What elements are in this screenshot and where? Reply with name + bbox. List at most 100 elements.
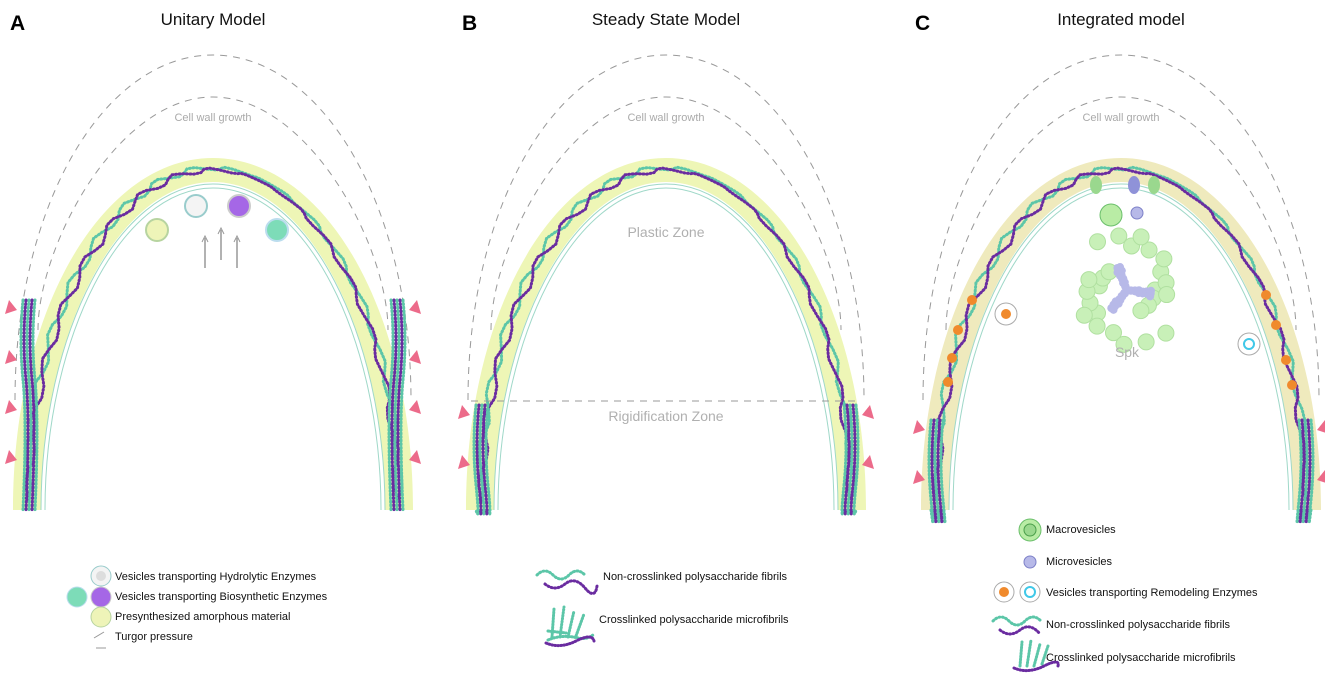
- crosslinked: [396, 298, 404, 512]
- crosslinked: [840, 403, 848, 516]
- panel-letter: B: [462, 12, 477, 35]
- remodeling-enzyme: [953, 325, 963, 335]
- crosslinked: [31, 298, 39, 512]
- crosslinked: [1298, 418, 1306, 525]
- membrane: [948, 183, 1294, 511]
- zone-label: Plastic Zone: [627, 224, 704, 240]
- dashed-arc: [37, 96, 389, 331]
- cell-tip: [5, 54, 421, 512]
- legend-icon: [1012, 660, 1060, 673]
- legend-icon: [93, 631, 106, 649]
- crosslinked: [1301, 418, 1309, 525]
- panel-c-extras: [943, 176, 1297, 390]
- protein: [409, 300, 421, 314]
- protein: [409, 450, 421, 464]
- legend-icon: [544, 635, 596, 648]
- crosslinked: [846, 403, 854, 516]
- protein: [862, 405, 874, 419]
- panel-letter: A: [10, 12, 25, 35]
- macrovesicle: [1104, 324, 1122, 342]
- legend-icon: [66, 586, 88, 608]
- growth-label: Cell wall growth: [627, 112, 704, 124]
- crosslinked: [478, 403, 486, 516]
- dashed-arc: [467, 54, 865, 401]
- remodeling-enzyme: [947, 353, 957, 363]
- fibril: [477, 165, 857, 502]
- crosslinked: [390, 298, 398, 512]
- crosslinked: [472, 403, 480, 516]
- remodeling-vesicle: [1243, 338, 1255, 350]
- fibril: [23, 166, 401, 503]
- macrovesicle: [1099, 203, 1123, 227]
- crosslinked: [927, 418, 935, 525]
- panel-title: Unitary Model: [161, 10, 266, 29]
- cell-tip: [458, 54, 874, 516]
- crosslinked: [939, 418, 947, 525]
- fibril: [476, 166, 854, 503]
- fibril: [24, 165, 404, 502]
- vesicle: [227, 194, 251, 218]
- legend-text: Crosslinked polysaccharide microfibrils: [1046, 652, 1236, 664]
- legend-text: Non-crosslinked polysaccharide fibrils: [603, 571, 788, 583]
- crosslinked: [933, 418, 941, 525]
- legend-icon: [535, 569, 587, 581]
- panel-title: Integrated model: [1057, 10, 1185, 29]
- legend-icon: [543, 579, 599, 595]
- legend-a: Vesicles transporting Hydrolytic Enzymes…: [66, 565, 328, 649]
- crosslinked: [481, 403, 489, 516]
- microvesicle: [1146, 292, 1155, 301]
- zone-label: Spk: [1115, 344, 1140, 360]
- microvesicle: [1123, 286, 1131, 294]
- legend-text: Crosslinked polysaccharide microfibrils: [599, 614, 789, 626]
- dashed-arc: [14, 54, 412, 401]
- legend-text: Non-crosslinked polysaccharide fibrils: [1046, 619, 1231, 631]
- crosslinked: [387, 298, 395, 512]
- macrovesicle: [1080, 271, 1098, 289]
- microvesicle: [1117, 266, 1126, 275]
- turgor-arrow: [233, 234, 241, 243]
- protein: [5, 350, 17, 364]
- crosslinked: [843, 403, 851, 516]
- turgor-arrow: [201, 234, 209, 243]
- legend-text: Turgor pressure: [115, 631, 193, 643]
- protein: [5, 300, 17, 314]
- legend-icon: [998, 625, 1042, 636]
- zone-label: Rigidification Zone: [608, 408, 723, 424]
- crosslinked: [25, 298, 33, 512]
- legend-icon: [1024, 586, 1036, 598]
- microvesicle: [1120, 278, 1129, 287]
- protein: [1317, 420, 1325, 433]
- protein: [5, 450, 17, 464]
- dashed-arc: [945, 96, 1297, 331]
- protein: [862, 455, 874, 469]
- crosslinked: [1304, 418, 1312, 525]
- cell-tip: [913, 54, 1325, 525]
- legend-text: Vesicles transporting Remodeling Enzymes: [1046, 587, 1258, 599]
- remodeling-enzyme: [1281, 355, 1291, 365]
- crosslinked: [484, 403, 492, 516]
- legend-icon: [999, 587, 1009, 597]
- vesicle: [184, 194, 208, 218]
- macrovesicle: [1110, 227, 1128, 245]
- microvesicle: [1111, 297, 1120, 306]
- crosslinked: [28, 298, 36, 512]
- remodeling-enzyme: [943, 377, 953, 387]
- crosslinked: [930, 418, 938, 525]
- macrovesicle: [1088, 317, 1106, 335]
- macrovesicle: [1140, 241, 1158, 259]
- remodeling-enzyme: [1287, 380, 1297, 390]
- protein: [913, 470, 925, 484]
- macrovesicle: [1115, 335, 1133, 353]
- crosslinked: [475, 403, 483, 516]
- dashed-arc: [490, 96, 842, 331]
- legend-c: Macrovesicles Microvesicles Vesicles tra…: [991, 518, 1258, 673]
- growth-label: Cell wall growth: [1082, 112, 1159, 124]
- protein: [458, 405, 470, 419]
- crosslinked: [393, 298, 401, 512]
- crosslinked: [1307, 418, 1315, 525]
- legend-text: Macrovesicles: [1046, 524, 1116, 536]
- legend-text: Vesicles transporting Hydrolytic Enzymes: [115, 571, 317, 583]
- vesicle: [265, 218, 289, 242]
- crosslinked: [22, 298, 30, 512]
